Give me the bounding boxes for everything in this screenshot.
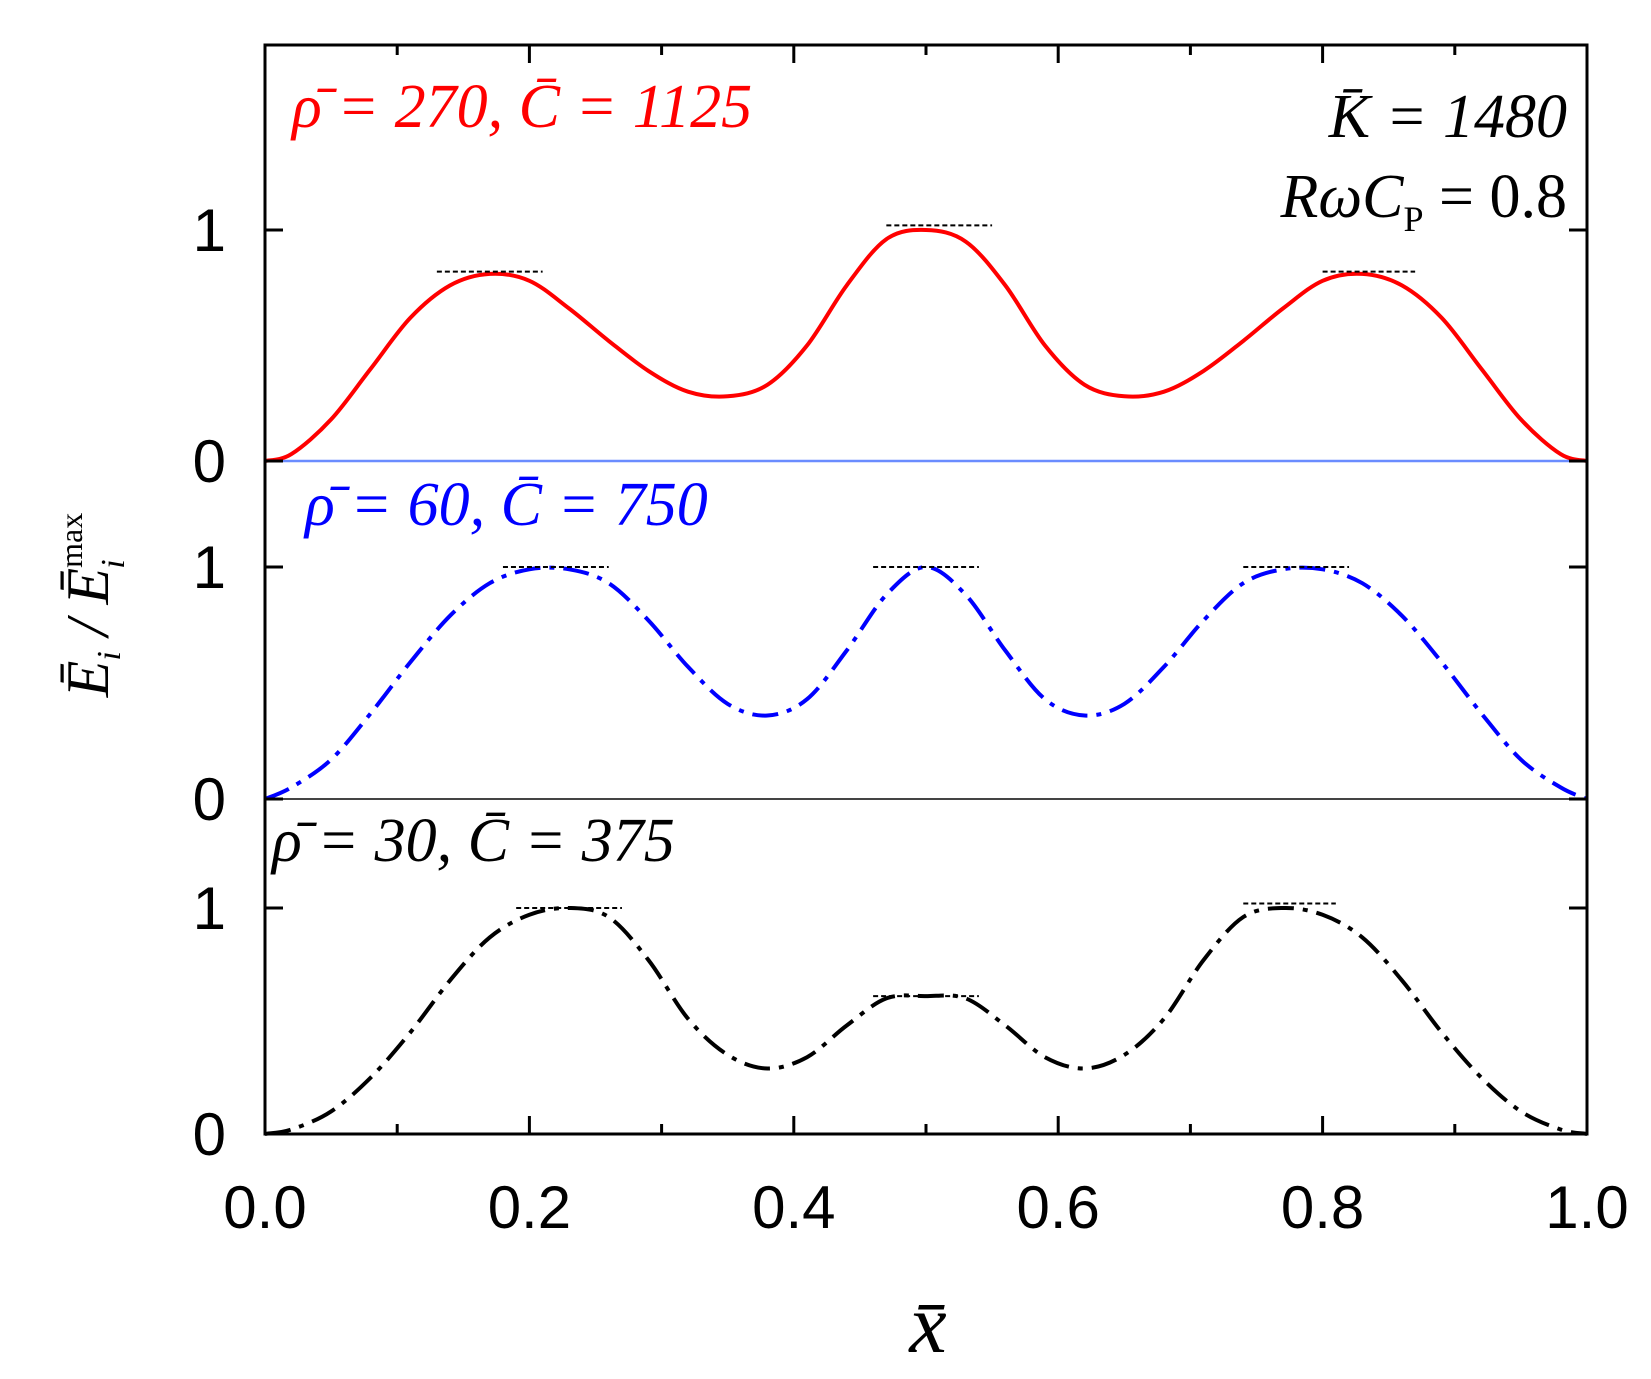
ticks — [263, 45, 1589, 1136]
series-1-label: ρ̄ = 270, C̄ = 1125 — [290, 73, 752, 141]
x-tick-label-5: 1.0 — [1545, 1174, 1628, 1241]
x-tick-label-2: 0.4 — [752, 1174, 835, 1241]
x-tick-label-4: 0.8 — [1281, 1174, 1364, 1241]
series-layer — [264, 227, 1588, 1136]
x-tick-label-0: 0.0 — [223, 1174, 306, 1241]
y-tick-label-1-0: 0 — [193, 428, 226, 495]
y-axis-title: Ēi / Ēmax i — [53, 513, 132, 699]
y-title-mid: / Ē — [55, 568, 121, 651]
y-tick-label-2-0: 0 — [193, 766, 226, 833]
y-title-sub1: i — [91, 651, 128, 660]
panel-separators — [265, 459, 1587, 800]
x-tick-label-1: 0.2 — [488, 1174, 571, 1241]
series-2-label: ρ̄ = 60, C̄ = 750 — [303, 471, 708, 539]
y-tick-label-3-0: 0 — [193, 1101, 226, 1168]
rwcp-subscript: P — [1404, 199, 1424, 239]
series-3-label: ρ̄ = 30, C̄ = 375 — [270, 807, 675, 875]
y-tick-label-2-1: 1 — [193, 534, 226, 601]
y-tick-label-1-1: 1 — [193, 197, 226, 264]
y-tick-label-3-1: 1 — [193, 875, 226, 942]
series-line-1 — [264, 227, 1588, 463]
y-title-sup: max — [53, 513, 89, 568]
x-axis-title: x̄ — [907, 1278, 946, 1371]
x-tick-label-3: 0.6 — [1016, 1174, 1099, 1241]
series-line-3 — [264, 905, 1588, 1136]
y-title-e1: Ē — [55, 661, 121, 699]
rwcp-annotation: RωCP = 0.8 — [1279, 163, 1567, 239]
k-annotation: K̄ = 1480 — [1328, 83, 1567, 151]
peak-markers — [436, 224, 1416, 998]
y-title-sub2: i — [95, 559, 132, 568]
rwcp-main: RωC — [1279, 163, 1404, 231]
rwcp-rest: = 0.8 — [1424, 163, 1567, 231]
tick-labels: 0.0 0.2 0.4 0.6 0.8 1.0 0 1 0 1 0 1 — [193, 197, 1629, 1241]
series-line-2 — [264, 564, 1588, 801]
